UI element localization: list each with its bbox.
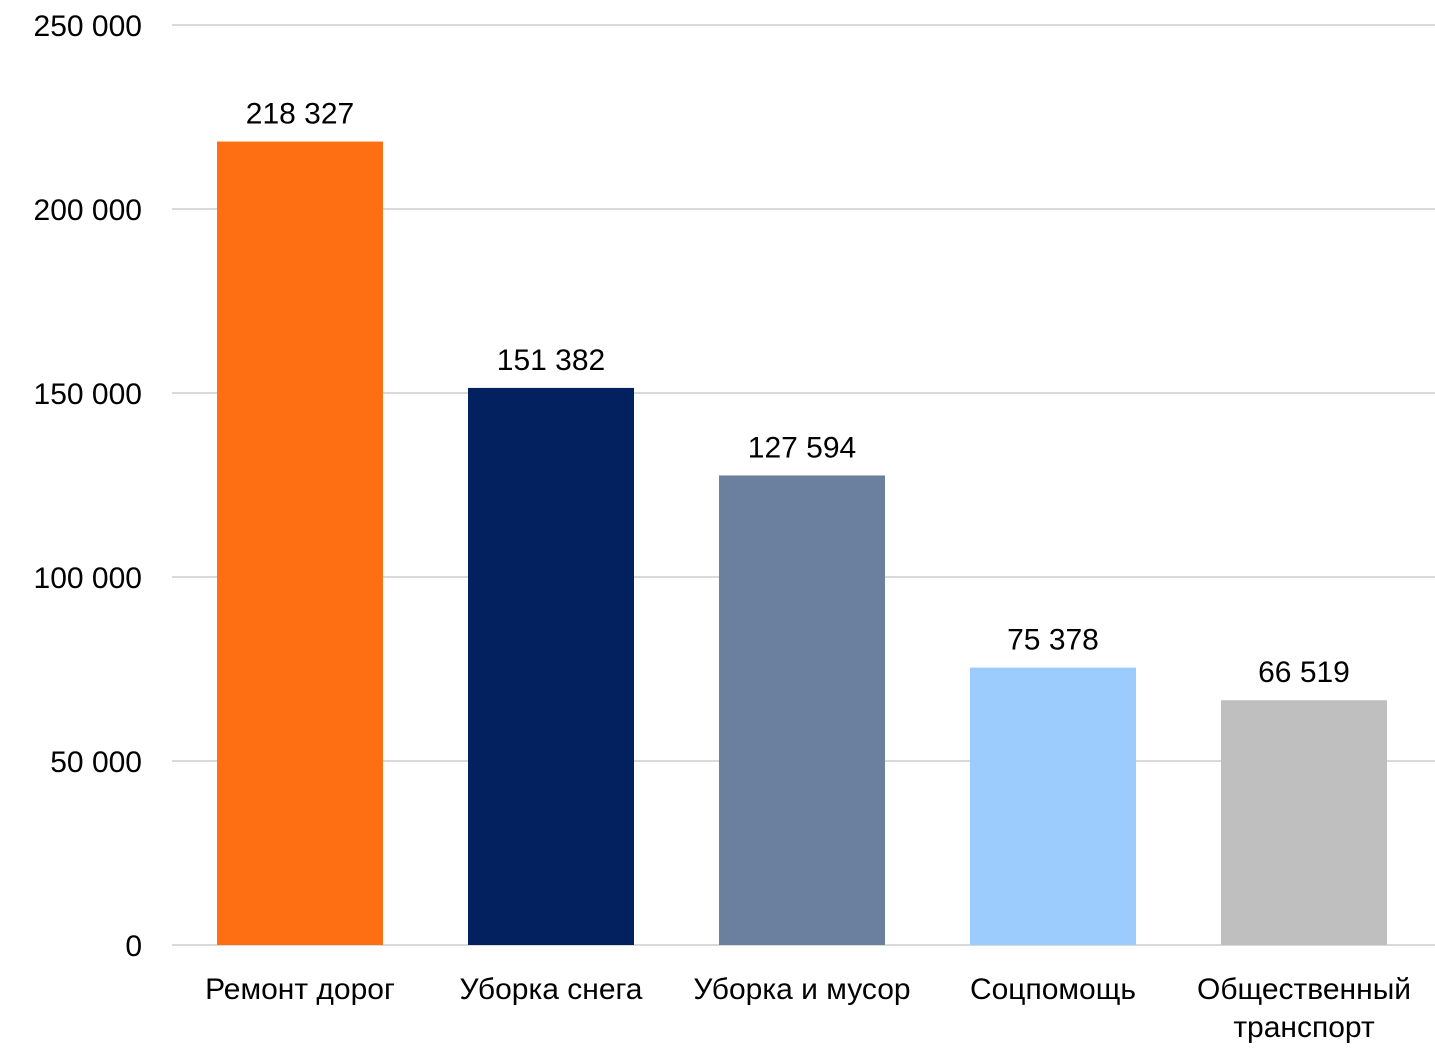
category-label: Общественный bbox=[1197, 973, 1411, 1006]
category-label: транспорт bbox=[1233, 1011, 1375, 1044]
bar bbox=[1221, 700, 1387, 945]
bar bbox=[468, 387, 634, 945]
y-tick-label: 100 000 bbox=[34, 562, 142, 595]
category-label: Уборка снега bbox=[460, 973, 643, 1006]
data-label: 127 594 bbox=[748, 431, 856, 464]
data-label: 66 519 bbox=[1258, 656, 1350, 689]
y-tick-label: 200 000 bbox=[34, 194, 142, 227]
data-label: 218 327 bbox=[246, 98, 354, 131]
category-label: Соцпомощь bbox=[970, 973, 1136, 1006]
bar bbox=[970, 667, 1136, 945]
bar bbox=[719, 475, 885, 945]
data-label: 75 378 bbox=[1007, 624, 1099, 657]
data-labels: 218 327 151 382 127 594 75 378 66 519 bbox=[246, 98, 1350, 690]
data-label: 151 382 bbox=[497, 344, 605, 377]
y-tick-label: 150 000 bbox=[34, 378, 142, 411]
y-axis-tick-labels: 0 50 000 100 000 150 000 200 000 250 000 bbox=[34, 10, 142, 963]
x-axis-category-labels: Ремонт дорог Уборка снега Уборка и мусор Со… bbox=[205, 973, 1411, 1044]
category-label: Уборка и мусор bbox=[693, 973, 910, 1006]
bars bbox=[217, 141, 1387, 945]
y-tick-label: 250 000 bbox=[34, 10, 142, 43]
y-tick-label: 0 bbox=[125, 930, 142, 963]
y-tick-label: 50 000 bbox=[50, 746, 142, 779]
category-label: Ремонт дорог bbox=[205, 973, 395, 1006]
bar bbox=[217, 141, 383, 945]
